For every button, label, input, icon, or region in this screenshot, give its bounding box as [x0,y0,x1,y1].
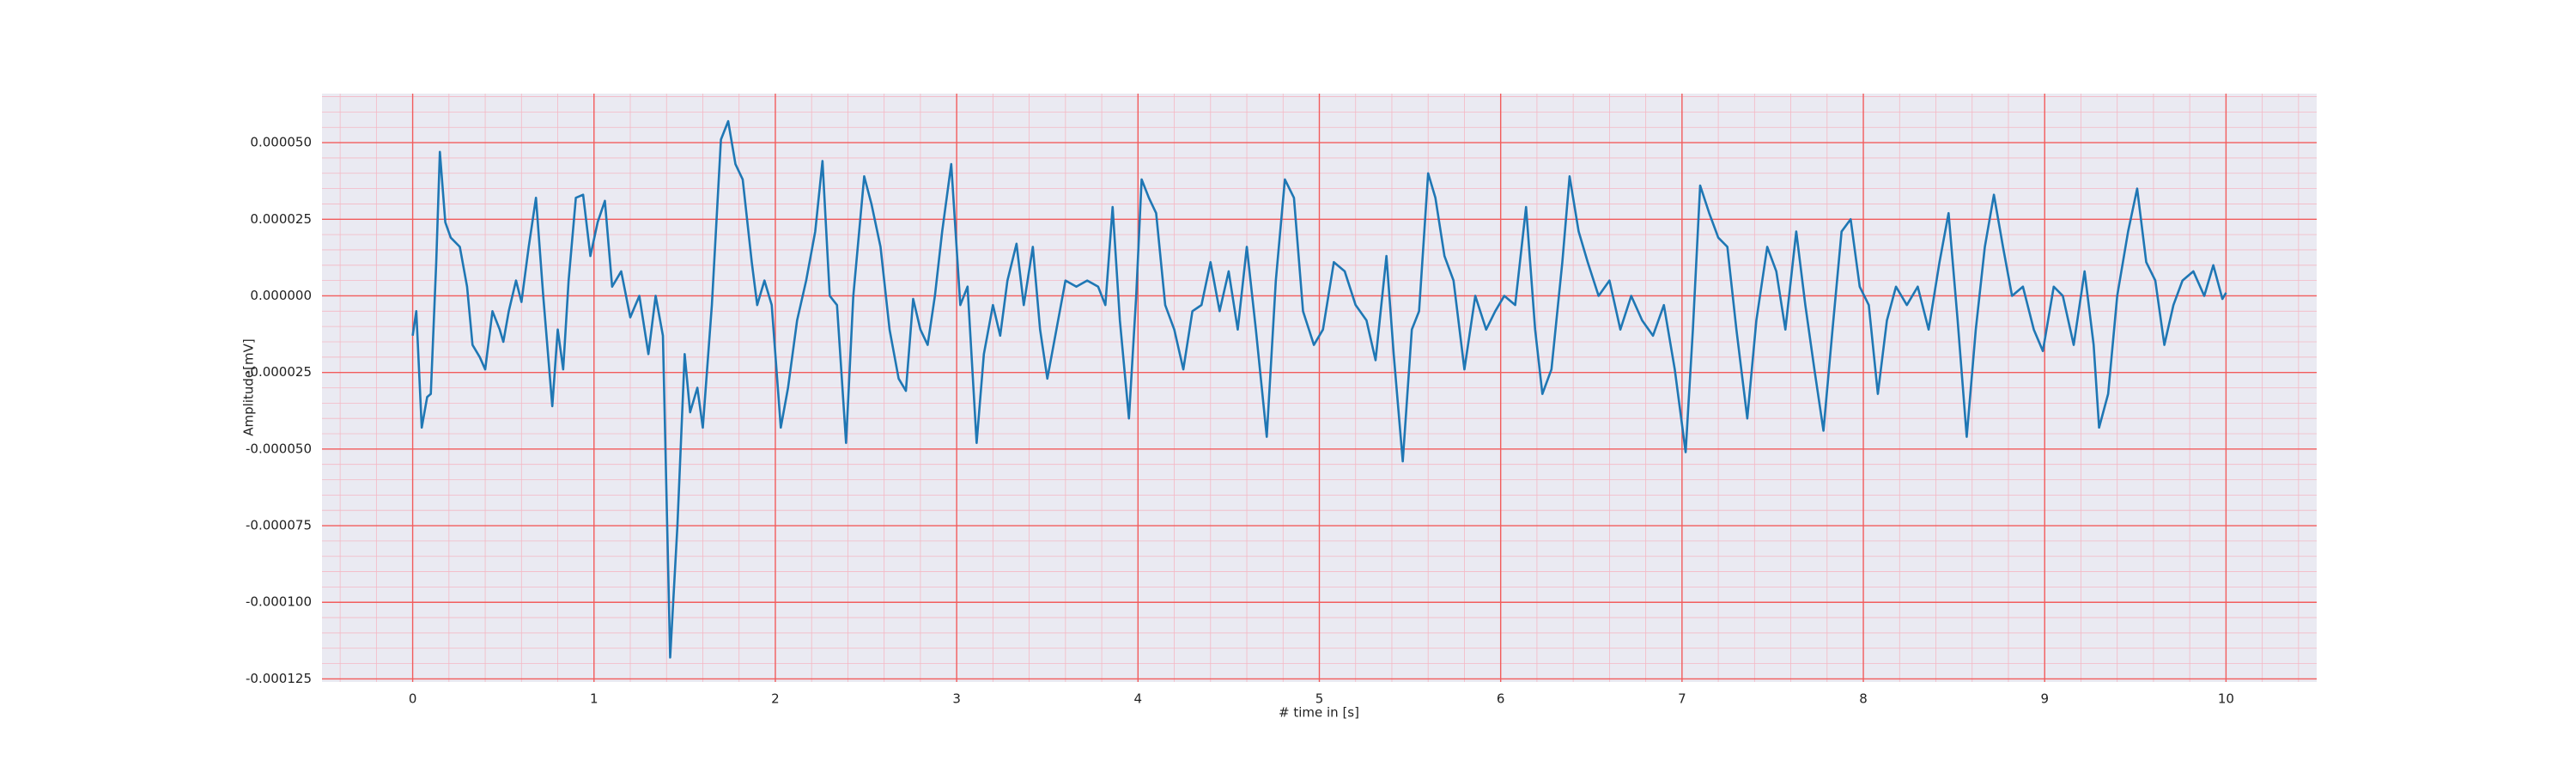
y-tick-label: 0.000025 [250,211,312,227]
grid [322,94,2317,682]
x-tick-label: 10 [2218,691,2234,707]
y-tick-label: -0.000050 [246,441,312,456]
signal-line [411,119,2227,659]
y-tick-label: -0.000025 [246,364,312,380]
y-tick-label: -0.000125 [246,671,312,686]
x-tick-label: 3 [952,691,961,707]
x-tick-label: 9 [2040,691,2049,707]
x-tick-label: 1 [590,691,598,707]
y-tick-label: 0.000000 [250,288,312,303]
y-axis-label: Amplitude[mV] [241,338,257,435]
y-tick-label: 0.000050 [250,135,312,150]
x-axis-label: # time in [s] [1279,705,1359,721]
x-tick-label: 5 [1315,691,1324,707]
x-tick-label: 8 [1859,691,1868,707]
x-tick-label: 7 [1678,691,1686,707]
marks [411,119,2227,659]
x-tick-label: 6 [1497,691,1505,707]
y-tick-label: -0.000100 [246,594,312,610]
x-tick-label: 4 [1134,691,1143,707]
x-tick-label: 2 [771,691,780,707]
y-tick-label: -0.000075 [246,518,312,533]
x-tick-label: 0 [409,691,417,707]
